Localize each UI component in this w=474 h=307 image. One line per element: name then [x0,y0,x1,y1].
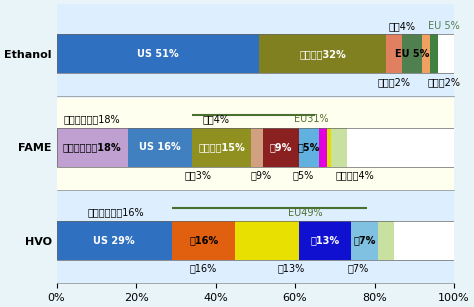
Bar [331,128,346,167]
Text: スペイン4%: スペイン4% [335,170,374,180]
Text: EU49%: EU49% [288,208,322,218]
Bar [438,34,454,73]
Text: 仏7%: 仏7% [354,236,376,246]
Bar [56,34,454,73]
Text: EU 5%: EU 5% [428,21,460,31]
Text: 仏7%: 仏7% [348,264,369,274]
Bar [259,34,386,73]
Text: インド2%: インド2% [378,77,411,87]
Bar [327,128,331,167]
Text: インドネシア18%: インドネシア18% [64,114,120,124]
Bar [430,34,438,73]
Bar [128,128,191,167]
Text: 独9%: 独9% [270,142,292,152]
Bar [346,128,454,167]
Bar [386,34,402,73]
Bar [236,221,299,260]
Bar [56,34,259,73]
Text: 中国4%: 中国4% [389,21,416,31]
Bar [251,128,263,167]
Bar [56,221,454,260]
Bar [402,34,422,73]
Text: 独9%: 独9% [251,170,272,180]
Bar [56,221,172,260]
Text: 中国3%: 中国3% [184,170,211,180]
Text: タイ4%: タイ4% [202,114,229,124]
Text: US 51%: US 51% [137,49,179,59]
Bar [379,221,394,260]
Bar [172,221,236,260]
Bar [351,221,379,260]
Bar [319,128,327,167]
Text: 仏5%: 仏5% [292,170,314,180]
Text: 伊13%: 伊13% [277,264,305,274]
Bar [422,34,430,73]
Text: 伊13%: 伊13% [310,236,339,246]
Bar [263,128,299,167]
Bar [56,128,454,167]
Text: EU 5%: EU 5% [395,49,429,59]
Text: US 16%: US 16% [139,142,181,152]
Bar [394,221,454,260]
Bar [299,128,319,167]
Bar [299,221,351,260]
Text: EU31%: EU31% [293,114,328,124]
Bar [56,128,128,167]
Text: ブラジル15%: ブラジル15% [198,142,245,152]
Text: インドネシア18%: インドネシア18% [63,142,122,152]
Text: シンガポール16%: シンガポール16% [88,208,145,218]
Text: 蘭16%: 蘭16% [189,236,218,246]
Text: カナダ2%: カナダ2% [428,77,461,87]
Bar [191,128,251,167]
Text: ブラジル32%: ブラジル32% [300,49,346,59]
Text: US 29%: US 29% [93,236,135,246]
Text: 仏5%: 仏5% [298,142,320,152]
Text: 蘭16%: 蘭16% [190,264,217,274]
